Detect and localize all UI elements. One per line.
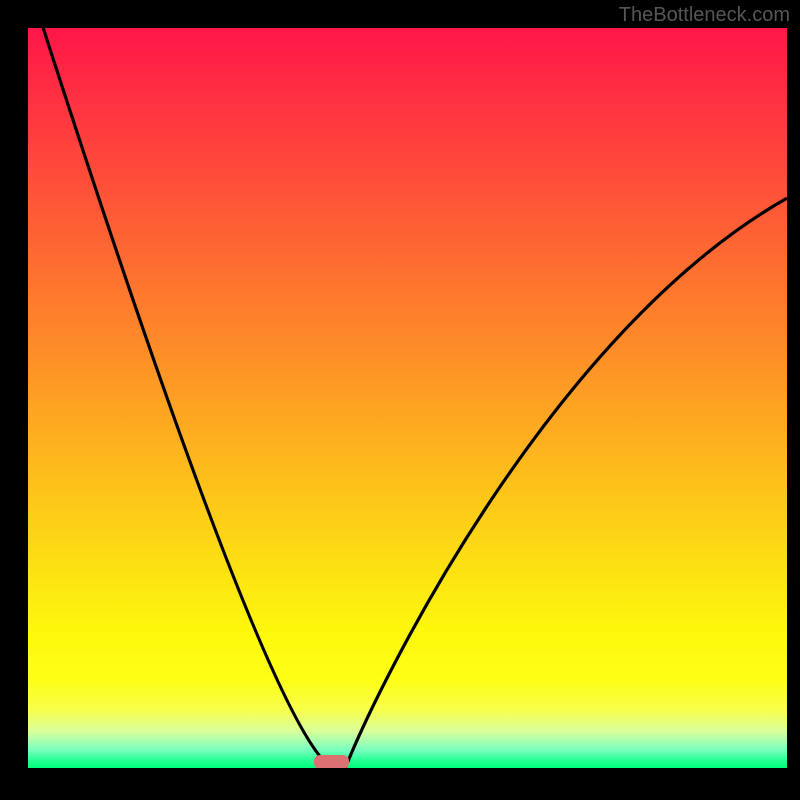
optimum-marker	[314, 755, 350, 768]
watermark-text: TheBottleneck.com	[619, 4, 790, 27]
plot-area	[28, 28, 787, 768]
curve-path	[43, 28, 787, 768]
bottleneck-curve	[28, 28, 787, 768]
